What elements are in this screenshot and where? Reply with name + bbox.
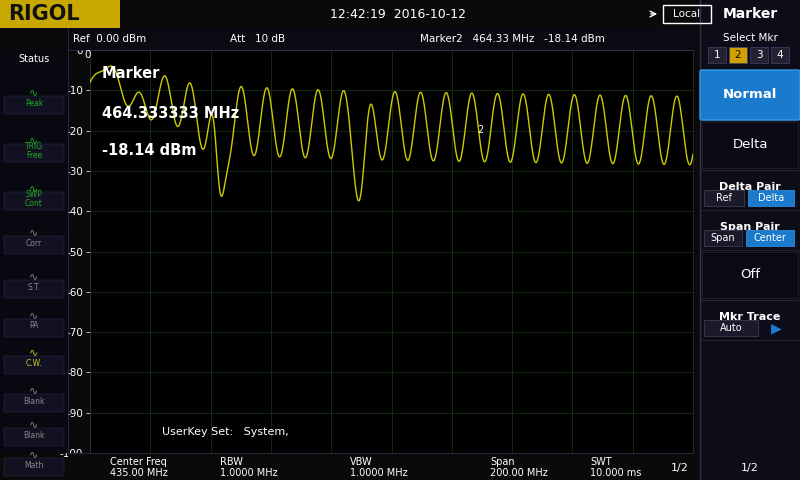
Text: Normal: Normal <box>723 88 777 101</box>
Text: Delta: Delta <box>758 193 784 203</box>
Text: UserKey Set:   System,: UserKey Set: System, <box>162 427 289 437</box>
Bar <box>708 47 726 63</box>
Text: ∿: ∿ <box>30 347 38 357</box>
Text: Status: Status <box>18 54 50 64</box>
Text: Delta: Delta <box>732 139 768 152</box>
Text: Center: Center <box>754 233 786 243</box>
Text: 4: 4 <box>777 50 783 60</box>
Text: 1: 1 <box>11 66 18 76</box>
Text: 1: 1 <box>714 50 720 60</box>
Bar <box>4 458 64 476</box>
Text: C.W.: C.W. <box>26 359 42 368</box>
Text: ∿: ∿ <box>30 310 38 320</box>
Bar <box>4 144 64 162</box>
Bar <box>4 236 64 254</box>
FancyBboxPatch shape <box>700 70 800 120</box>
Text: 1.0000 MHz: 1.0000 MHz <box>220 468 278 478</box>
Bar <box>4 356 64 374</box>
Bar <box>746 230 794 246</box>
Text: ∿: ∿ <box>30 271 38 281</box>
Bar <box>702 122 798 168</box>
Bar <box>702 252 798 298</box>
Text: Marker: Marker <box>722 7 778 21</box>
Text: ∿: ∿ <box>30 183 38 193</box>
Bar <box>4 192 64 210</box>
Bar <box>68 453 698 480</box>
Bar <box>0 50 68 453</box>
Text: ∿: ∿ <box>30 419 38 429</box>
Bar <box>68 28 698 50</box>
Text: ▶: ▶ <box>770 321 782 335</box>
Polygon shape <box>120 0 140 28</box>
Text: Att   10 dB: Att 10 dB <box>230 34 285 44</box>
Text: S.T.: S.T. <box>27 283 41 291</box>
Bar <box>4 280 64 298</box>
Text: Math: Math <box>24 460 44 469</box>
Text: ∿: ∿ <box>30 227 38 237</box>
Bar <box>4 394 64 412</box>
Text: Marker: Marker <box>102 66 161 81</box>
Text: PA: PA <box>30 322 38 331</box>
Bar <box>4 319 64 337</box>
Bar <box>4 428 64 446</box>
Text: 435.00 MHz: 435.00 MHz <box>110 468 168 478</box>
Text: ∿: ∿ <box>30 385 38 395</box>
Text: Peak: Peak <box>25 98 43 108</box>
Text: 10.000 ms: 10.000 ms <box>590 468 642 478</box>
Bar <box>704 230 742 246</box>
Text: VBW: VBW <box>350 457 373 467</box>
Text: 1.0000 MHz: 1.0000 MHz <box>350 468 408 478</box>
Text: 1/2: 1/2 <box>671 463 689 473</box>
Bar <box>4 96 64 114</box>
Text: Blank: Blank <box>23 396 45 406</box>
Bar <box>748 190 794 206</box>
Bar <box>771 47 789 63</box>
Text: Select Mkr: Select Mkr <box>722 33 778 43</box>
Text: Delta Pair: Delta Pair <box>719 182 781 192</box>
Text: Corr: Corr <box>26 239 42 248</box>
Bar <box>729 47 747 63</box>
Text: RBW: RBW <box>220 457 243 467</box>
Text: -18.14 dBm: -18.14 dBm <box>102 143 197 158</box>
Text: Local: Local <box>674 9 701 19</box>
Text: ∿: ∿ <box>30 87 38 97</box>
Text: ∿: ∿ <box>30 135 38 145</box>
Text: 2: 2 <box>734 50 742 60</box>
Text: 0: 0 <box>84 50 90 60</box>
Text: 1/2: 1/2 <box>741 463 759 473</box>
Text: 2: 2 <box>477 125 483 135</box>
Text: Span: Span <box>490 457 514 467</box>
Text: Span: Span <box>710 233 735 243</box>
Bar <box>750 47 768 63</box>
Text: Off: Off <box>740 268 760 281</box>
Text: TRIG
Free: TRIG Free <box>25 142 43 160</box>
Bar <box>704 320 758 336</box>
Text: Mkr Trace: Mkr Trace <box>719 312 781 322</box>
Bar <box>700 0 800 480</box>
Text: RIGOL: RIGOL <box>8 4 80 24</box>
Text: SWT: SWT <box>590 457 612 467</box>
Text: SWP
Cont: SWP Cont <box>25 190 43 208</box>
Text: 12:42:19  2016-10-12: 12:42:19 2016-10-12 <box>330 8 466 21</box>
Text: Blank: Blank <box>23 431 45 440</box>
Bar <box>0 0 120 28</box>
Text: Ref  0.00 dBm: Ref 0.00 dBm <box>73 34 146 44</box>
Text: Marker2   464.33 MHz   -18.14 dBm: Marker2 464.33 MHz -18.14 dBm <box>420 34 605 44</box>
Text: 464.333333 MHz: 464.333333 MHz <box>102 107 239 121</box>
Text: Span Pair: Span Pair <box>720 222 780 232</box>
Text: 3: 3 <box>756 50 762 60</box>
Text: 200.00 MHz: 200.00 MHz <box>490 468 548 478</box>
Text: ∿: ∿ <box>30 449 38 459</box>
Text: Ref: Ref <box>716 193 732 203</box>
Bar <box>704 190 744 206</box>
Text: Auto: Auto <box>720 323 742 333</box>
Text: Center Freq: Center Freq <box>110 457 166 467</box>
